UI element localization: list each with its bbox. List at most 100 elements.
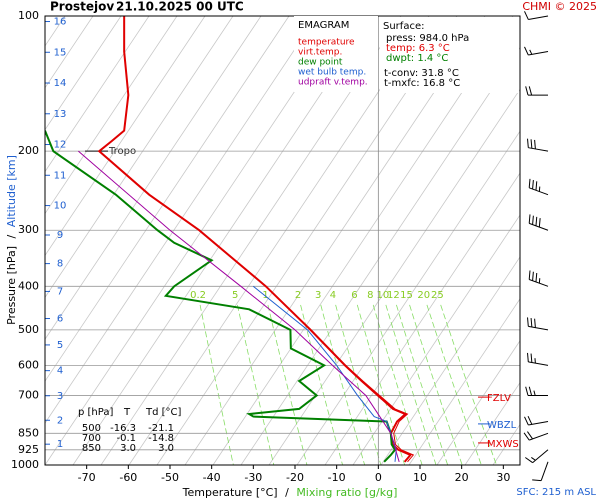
- y-axis-sep: /: [5, 234, 18, 238]
- wind-feather: [527, 138, 529, 148]
- wind-feather: [528, 178, 531, 188]
- table-cell: -16.3: [110, 423, 136, 434]
- level-label: FZLV: [487, 393, 511, 404]
- wind-feather: [532, 271, 534, 281]
- adiabat: [45, 16, 318, 424]
- y-tick-label: 200: [18, 144, 39, 157]
- legend-box: [294, 16, 378, 92]
- wind-feather: [528, 386, 533, 396]
- mixing-ratio-label: 5: [232, 290, 238, 301]
- x-tick-label: -70: [78, 471, 96, 484]
- y-axis-label: Pressure [hPa]: [5, 246, 18, 325]
- surface-line: press: 984.0 hPa: [386, 33, 469, 44]
- altitude-tick-label: 15: [54, 47, 67, 58]
- adiabat: [464, 381, 520, 465]
- mixing-ratio-label: 10: [377, 290, 390, 301]
- mixing-ratio-line: [199, 304, 234, 465]
- mixing-ratio-line: [440, 304, 497, 465]
- x-tick-label: -20: [286, 471, 304, 484]
- surface-line: dwpt: 1.4 °C: [386, 53, 448, 64]
- adiabat: [436, 340, 520, 465]
- y-tick-label: 600: [18, 358, 39, 371]
- level-label: WBZL: [487, 420, 517, 431]
- altitude-tick-label: 11: [54, 170, 67, 181]
- mixing-ratio-line: [320, 304, 366, 465]
- mixing-ratio-line: [372, 304, 423, 465]
- legend-item: temperature: [298, 38, 355, 48]
- altitude-tick-label: 10: [54, 201, 67, 212]
- x-tick-label: -40: [203, 471, 221, 484]
- altitude-tick-label: 4: [57, 366, 63, 377]
- wind-feather: [532, 215, 534, 225]
- mixing-ratio-label: 15: [400, 290, 413, 301]
- wind-feather: [525, 457, 533, 464]
- wind-staff: [528, 15, 549, 20]
- surface-line: temp: 6.3 °C: [386, 43, 450, 54]
- y-axis-label2: Altitude [km]: [5, 155, 18, 227]
- x-tick-label: -10: [328, 471, 346, 484]
- mixing-ratio-line: [385, 304, 437, 465]
- table-header: T: [123, 407, 131, 418]
- x-tick-label: 20: [455, 471, 469, 484]
- wind-staff: [540, 461, 549, 481]
- wind-feather: [531, 457, 536, 461]
- y-tick-label: 700: [18, 388, 39, 401]
- adiabat: [45, 16, 234, 299]
- adiabat: [352, 214, 520, 465]
- altitude-tick-label: 1: [57, 439, 63, 450]
- adiabat: [324, 172, 520, 465]
- mixing-ratio-line: [267, 304, 308, 465]
- wind-feather: [528, 214, 531, 224]
- altitude-tick-label: 8: [57, 259, 63, 270]
- legend-item: virt.temp.: [298, 48, 342, 58]
- y-tick-label: 400: [18, 279, 39, 292]
- x-axis-label2: Mixing ratio [g/kg]: [296, 486, 397, 499]
- profile-line: [78, 150, 400, 462]
- mixing-ratio-line: [409, 304, 463, 465]
- table-cell: -0.1: [116, 433, 136, 444]
- x-axis-label-group: Temperature [°C] / Mixing ratio [g/kg]: [182, 486, 398, 499]
- wind-feather: [532, 479, 542, 482]
- wind-feather: [530, 317, 533, 328]
- profile-line: [198, 229, 415, 463]
- mixing-ratio-line: [237, 304, 275, 465]
- mixing-ratio-label: 25: [431, 290, 444, 301]
- legend-item: dew point: [298, 58, 343, 68]
- wind-feather: [524, 11, 529, 20]
- mixing-ratio-label: 8: [367, 290, 373, 301]
- adiabat: [45, 16, 150, 173]
- altitude-tick-label: 2: [57, 415, 63, 426]
- wind-feather: [534, 318, 536, 328]
- adiabat: [128, 16, 430, 465]
- credit: CHMI © 2025: [522, 0, 597, 13]
- sfc-label: SFC: 215 m ASL: [516, 487, 596, 498]
- table-cell: 850: [82, 443, 101, 454]
- wind-feather: [525, 86, 529, 96]
- x-tick-label: 0: [375, 471, 382, 484]
- level-label: MXWS: [487, 439, 519, 450]
- wind-feather: [530, 139, 533, 149]
- altitude-tick-label: 14: [54, 78, 67, 89]
- location: Prostejov: [50, 0, 114, 14]
- wind-feather: [525, 386, 529, 396]
- y-axis-label-group: Pressure [hPa] / Altitude [km]: [5, 155, 18, 325]
- y-tick-label: 1000: [11, 458, 39, 471]
- wind-feather: [527, 415, 533, 425]
- mixing-ratio-label: 4: [330, 290, 336, 301]
- wind-feather: [523, 432, 530, 441]
- y-tick-label: 300: [18, 223, 39, 236]
- surface-box: [380, 17, 519, 93]
- surface-title: Surface:: [383, 21, 424, 32]
- mixing-ratio-label: 2: [295, 290, 301, 301]
- adiabat: [45, 16, 290, 382]
- altitude-tick-label: 9: [57, 230, 63, 241]
- table-cell: 3.0: [120, 443, 136, 454]
- adiabat: [45, 16, 262, 341]
- wind-feather: [535, 181, 538, 191]
- x-axis-sep: /: [285, 486, 289, 499]
- y-tick-label: 850: [18, 426, 39, 439]
- adiabat: [408, 298, 520, 465]
- wind-feather: [535, 216, 538, 226]
- altitude-tick-label: 16: [54, 17, 67, 28]
